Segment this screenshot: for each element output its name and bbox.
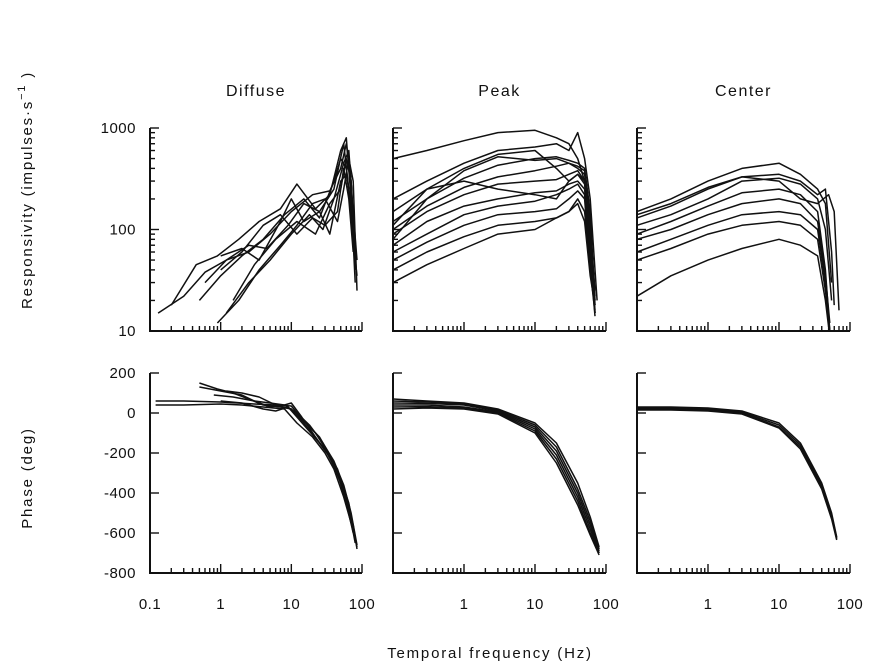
axes-center-phase bbox=[636, 373, 850, 574]
curve-center-responsivity bbox=[636, 198, 831, 324]
x-tick-label: 100 bbox=[349, 596, 376, 613]
y-tick-label: -600 bbox=[104, 525, 136, 542]
y-tick-label: 10 bbox=[118, 323, 136, 340]
axes-diffuse-phase bbox=[149, 373, 362, 574]
panel-title-peak: Peak bbox=[478, 83, 520, 100]
curve-peak-responsivity bbox=[392, 202, 596, 306]
curve-diffuse-responsivity bbox=[157, 142, 356, 314]
curve-peak-responsivity bbox=[392, 156, 596, 301]
curve-center-responsivity bbox=[636, 238, 830, 327]
curve-diffuse-responsivity bbox=[204, 173, 356, 284]
curve-peak-responsivity bbox=[392, 162, 596, 306]
x-tick-label: 100 bbox=[593, 596, 620, 613]
curve-peak-responsivity bbox=[392, 131, 598, 301]
y-tick-label: -400 bbox=[104, 485, 136, 502]
curve-peak-phase bbox=[392, 402, 600, 552]
x-axis-title: Temporal frequency (Hz) bbox=[387, 645, 593, 662]
curve-center-phase bbox=[637, 409, 838, 541]
panel-title-center: Center bbox=[715, 83, 772, 100]
curve-center-responsivity bbox=[636, 210, 831, 332]
x-tick-label: 10 bbox=[770, 596, 788, 613]
y-tick-label: -200 bbox=[104, 445, 136, 462]
y-axis-title-phase: Phase (deg) bbox=[19, 427, 36, 529]
curve-peak-responsivity bbox=[392, 149, 596, 291]
y-tick-label: 200 bbox=[109, 365, 136, 382]
curve-diffuse-phase bbox=[226, 390, 357, 542]
y-tick-label: 100 bbox=[109, 222, 136, 239]
curve-peak-responsivity bbox=[392, 190, 596, 314]
curve-peak-phase bbox=[392, 398, 600, 548]
curve-diffuse-responsivity bbox=[225, 149, 358, 314]
curve-center-phase bbox=[637, 408, 838, 540]
y-tick-label: 1000 bbox=[101, 120, 136, 137]
curve-peak-phase bbox=[392, 405, 600, 554]
curve-center-responsivity bbox=[636, 176, 840, 311]
curve-center-responsivity bbox=[636, 220, 831, 332]
curve-center-responsivity bbox=[636, 177, 833, 301]
x-tick-label: 1 bbox=[704, 596, 713, 613]
x-tick-label: 100 bbox=[837, 596, 864, 613]
curve-diffuse-responsivity bbox=[232, 157, 356, 301]
curve-peak-phase bbox=[392, 400, 600, 550]
curve-diffuse-phase bbox=[155, 403, 358, 548]
curve-peak-responsivity bbox=[392, 173, 596, 311]
panel-title-diffuse: Diffuse bbox=[226, 83, 286, 100]
y-tick-label: -800 bbox=[104, 565, 136, 582]
x-tick-label: 1 bbox=[216, 596, 225, 613]
curve-peak-phase bbox=[392, 407, 600, 556]
curve-diffuse-responsivity bbox=[216, 157, 358, 324]
x-tick-label: 10 bbox=[282, 596, 300, 613]
curve-diffuse-phase bbox=[155, 400, 356, 538]
y-tick-label: 0 bbox=[127, 405, 136, 422]
curve-diffuse-phase bbox=[220, 400, 358, 550]
x-tick-label: 0.1 bbox=[139, 596, 161, 613]
curve-diffuse-responsivity bbox=[198, 157, 356, 301]
x-tick-label: 10 bbox=[526, 596, 544, 613]
curve-center-phase bbox=[637, 407, 838, 539]
curve-center-phase bbox=[637, 406, 838, 538]
x-tick-label: 1 bbox=[460, 596, 469, 613]
curve-diffuse-responsivity bbox=[170, 137, 356, 306]
curve-diffuse-phase bbox=[213, 394, 358, 546]
y-axis-title-responsivity: Responsivity (impulses·s−1 ) bbox=[16, 71, 36, 309]
curve-peak-phase bbox=[393, 404, 600, 554]
curve-center-responsivity bbox=[636, 188, 831, 332]
axes-peak-responsivity bbox=[392, 128, 606, 332]
curve-center-responsivity bbox=[636, 173, 835, 306]
